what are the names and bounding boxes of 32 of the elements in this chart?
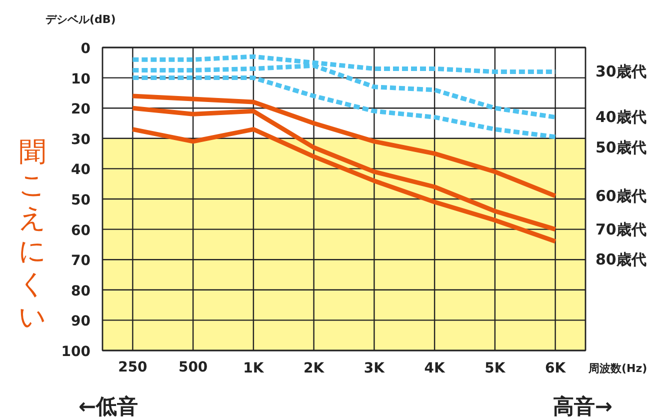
text: 高音→: [552, 394, 613, 418]
x-tick-label: 1K: [243, 360, 265, 376]
text: 30歳代: [596, 62, 646, 81]
y-tick-label: 50: [71, 192, 91, 208]
x-tick-label: 6K: [545, 360, 567, 376]
line-series: [130, 106, 558, 232]
text: 80歳代: [596, 250, 646, 269]
text: 70歳代: [596, 220, 646, 238]
y-axis-title: デシベル(dB): [46, 13, 116, 26]
x-tick-label: 4K: [424, 360, 446, 376]
x-tick-label: 250: [118, 360, 148, 376]
x-tick-label: 2K: [304, 360, 326, 376]
x-tick-label: 500: [178, 360, 208, 376]
y-tick-label: 60: [71, 222, 91, 239]
y-tick-label: 70: [71, 253, 91, 270]
y-tick-label: 10: [71, 71, 91, 88]
y-tick-label: 100: [61, 344, 91, 360]
x-tick-label: 3K: [364, 360, 386, 376]
x-tick-label: 5K: [484, 360, 506, 376]
x-axis-title: 周波数(Hz): [588, 362, 648, 375]
text: 聞こえにくい: [18, 137, 46, 333]
y-tick-label: 0: [80, 41, 91, 57]
text: 40歳代: [596, 108, 646, 126]
text: ←低音: [78, 394, 138, 418]
y-tick-label: 30: [71, 132, 91, 148]
text: 50歳代: [596, 138, 646, 156]
y-tick-label: 90: [71, 314, 91, 330]
line-series: [130, 127, 558, 244]
y-tick-label: 40: [71, 162, 91, 178]
y-tick-label: 80: [71, 283, 91, 300]
y-tick-label: 20: [71, 102, 91, 118]
text: 60歳代: [596, 186, 646, 205]
